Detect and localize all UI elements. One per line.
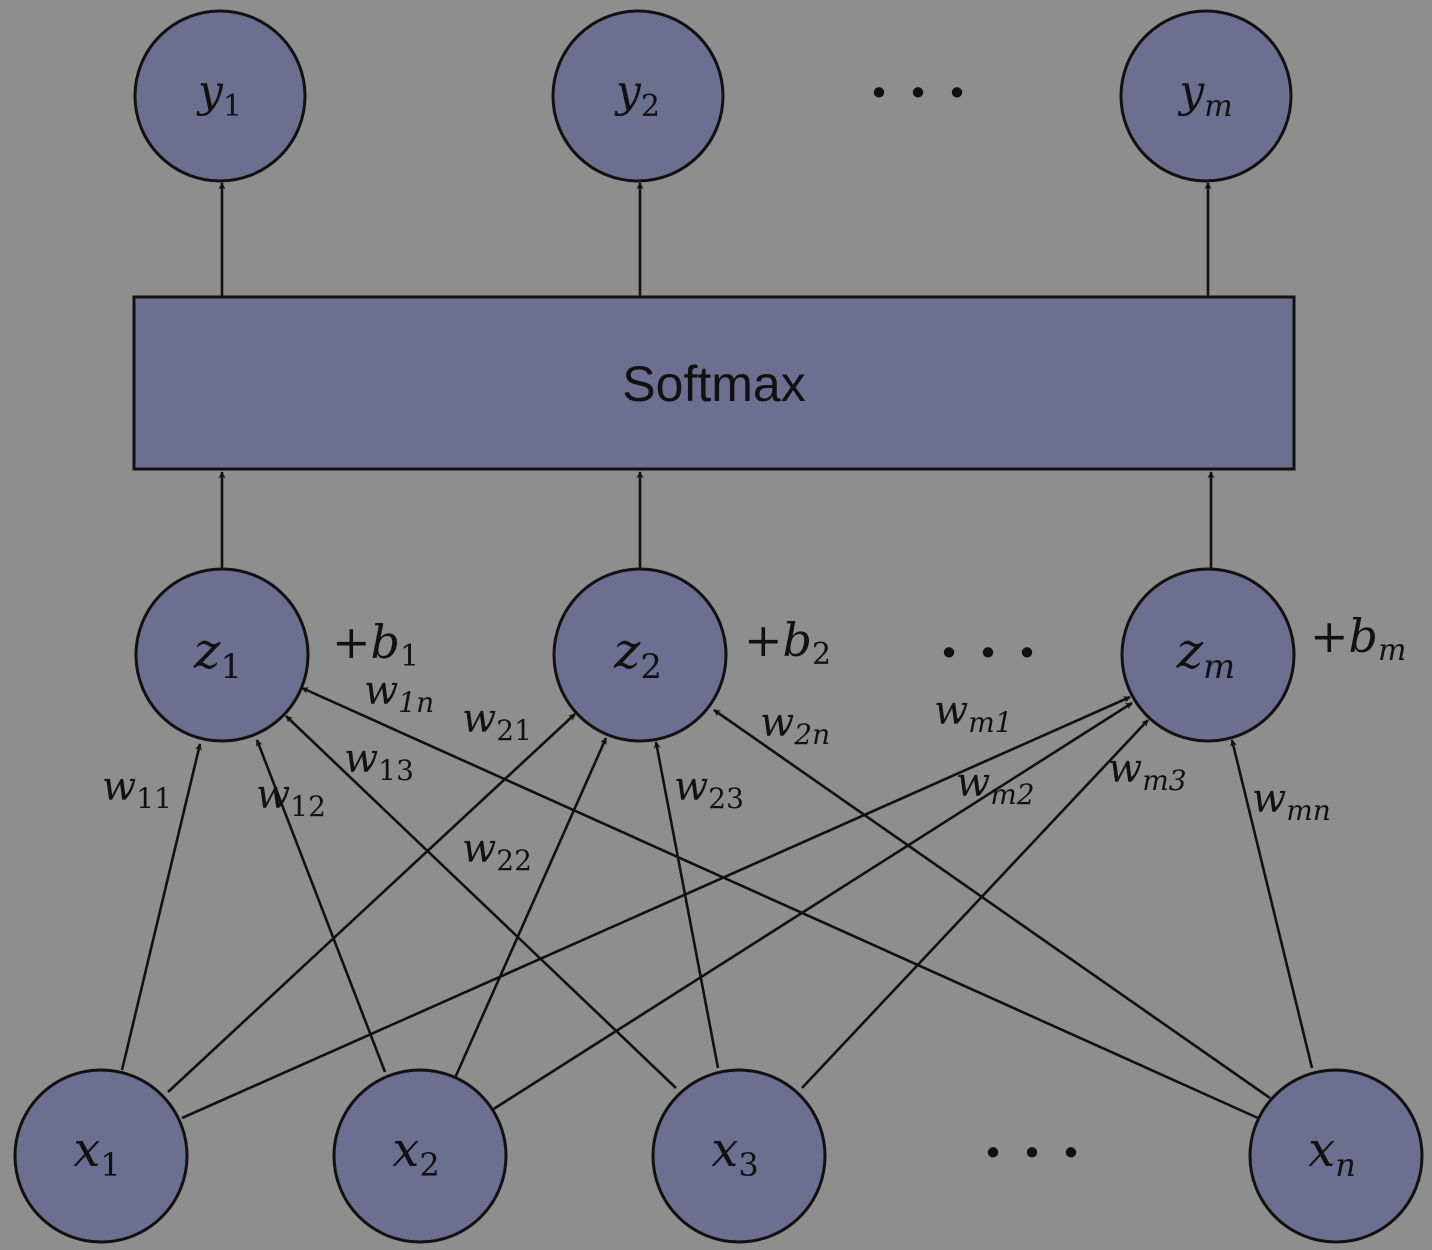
weight-w23: w23 [674,764,744,815]
svg-text:z2: z2 [613,622,662,687]
svg-text:x2: x2 [392,1122,439,1184]
bias-bm-sub: m [1378,633,1406,668]
output-y2-sub: 2 [641,89,660,124]
input-node-x3: x3 [651,1068,827,1244]
svg-text:z1: z1 [193,622,242,687]
bias-b1-base: b [371,615,400,669]
output-y1-base: y [196,66,224,117]
softmax-block: Softmax [132,295,1296,471]
output-node-ym: ym [1119,9,1293,183]
input-x3-sub: 3 [738,1146,758,1184]
edge-xn-z1 [301,686,1259,1120]
weight-w1n: w1n [364,668,434,719]
output-ym-sub: m [1204,89,1232,124]
input-layer: x1 x2 x3 xn · · · [13,1068,1424,1244]
edge-x1-z2 [167,713,576,1093]
output-layer: y1 y2 ym · · · [133,9,1293,183]
output-ym-base: y [1177,66,1205,117]
svg-text:y2: y2 [614,66,660,124]
output-node-y2: y2 [551,9,725,183]
bias-bm: +bm [1310,609,1406,668]
hidden-node-z1: z1 [134,567,310,743]
hidden-ellipsis: · · · [939,620,1036,686]
weight-wmn: wmn [1252,776,1331,827]
edge-x2-zm [491,701,1133,1112]
output-y2-base: y [614,66,642,117]
input-node-x1: x1 [13,1068,189,1244]
hidden-z1-sub: 1 [220,647,242,687]
edge-x2-z1 [255,739,387,1073]
output-node-y1: y1 [133,9,307,183]
hidden-z1-base: z [193,622,221,680]
edge-x1-z1 [120,743,202,1071]
bias-b2: +b2 [744,613,831,672]
hidden-node-z2: z2 [552,567,728,743]
svg-text:x3: x3 [711,1122,758,1184]
hidden-zm-sub: m [1203,647,1235,687]
weight-w11: w11 [102,764,172,815]
edge-x3-z1 [285,715,677,1089]
svg-text:zm: zm [1176,622,1236,687]
input-xn-base: x [1308,1122,1335,1178]
hidden-z2-sub: 2 [640,647,662,687]
weight-w2n: w2n [760,700,830,751]
svg-text:x1: x1 [73,1122,120,1184]
input-x2-sub: 2 [419,1146,439,1184]
output-y1-sub: 1 [223,89,242,124]
input-xn-sub: n [1335,1146,1356,1184]
weight-w22: w22 [462,826,532,877]
bias-bm-base: b [1349,609,1378,663]
edge-xn-z2 [713,708,1271,1100]
weight-labels: w11 w12 w13 w1n w21 w22 w23 w2n wm1 wm2 … [102,668,1331,877]
input-ellipsis: · · · [983,1120,1080,1186]
svg-text:xn: xn [1308,1122,1356,1184]
weight-wm1: wm1 [934,688,1013,739]
input-x2-base: x [392,1122,419,1178]
output-ellipsis: · · · [869,60,966,126]
edge-xn-zm [1230,739,1314,1069]
weight-w13: w13 [344,736,414,787]
bias-b1: +b1 [332,615,419,674]
svg-text:ym: ym [1177,66,1232,124]
hidden-node-zm: zm [1120,567,1296,743]
weight-w12: w12 [256,772,326,823]
hidden-z2-base: z [613,622,641,680]
edge-x3-z2 [653,741,720,1069]
svg-text:y1: y1 [196,66,242,124]
input-x3-base: x [711,1122,738,1178]
bias-b2-base: b [783,613,812,667]
input-x1-sub: 1 [100,1146,120,1184]
hidden-zm-base: z [1176,622,1204,680]
input-to-hidden-edges [120,686,1314,1120]
edge-x1-zm [181,695,1131,1120]
edge-x3-zm [801,719,1149,1089]
weight-wm3: wm3 [1108,746,1187,797]
input-node-x2: x2 [332,1068,508,1244]
hidden-layer: z1 z2 zm · · · +b1 +b2 +bm [134,567,1406,743]
edge-x2-z2 [453,737,608,1079]
bias-b2-sub: 2 [812,637,831,672]
input-node-xn: xn [1248,1068,1424,1244]
weight-w21: w21 [462,696,532,747]
input-x1-base: x [73,1122,100,1178]
weight-wm2: wm2 [956,760,1035,811]
vertical-edges [218,182,1215,568]
softmax-label: Softmax [622,356,805,412]
bias-b1-sub: 1 [400,639,419,674]
